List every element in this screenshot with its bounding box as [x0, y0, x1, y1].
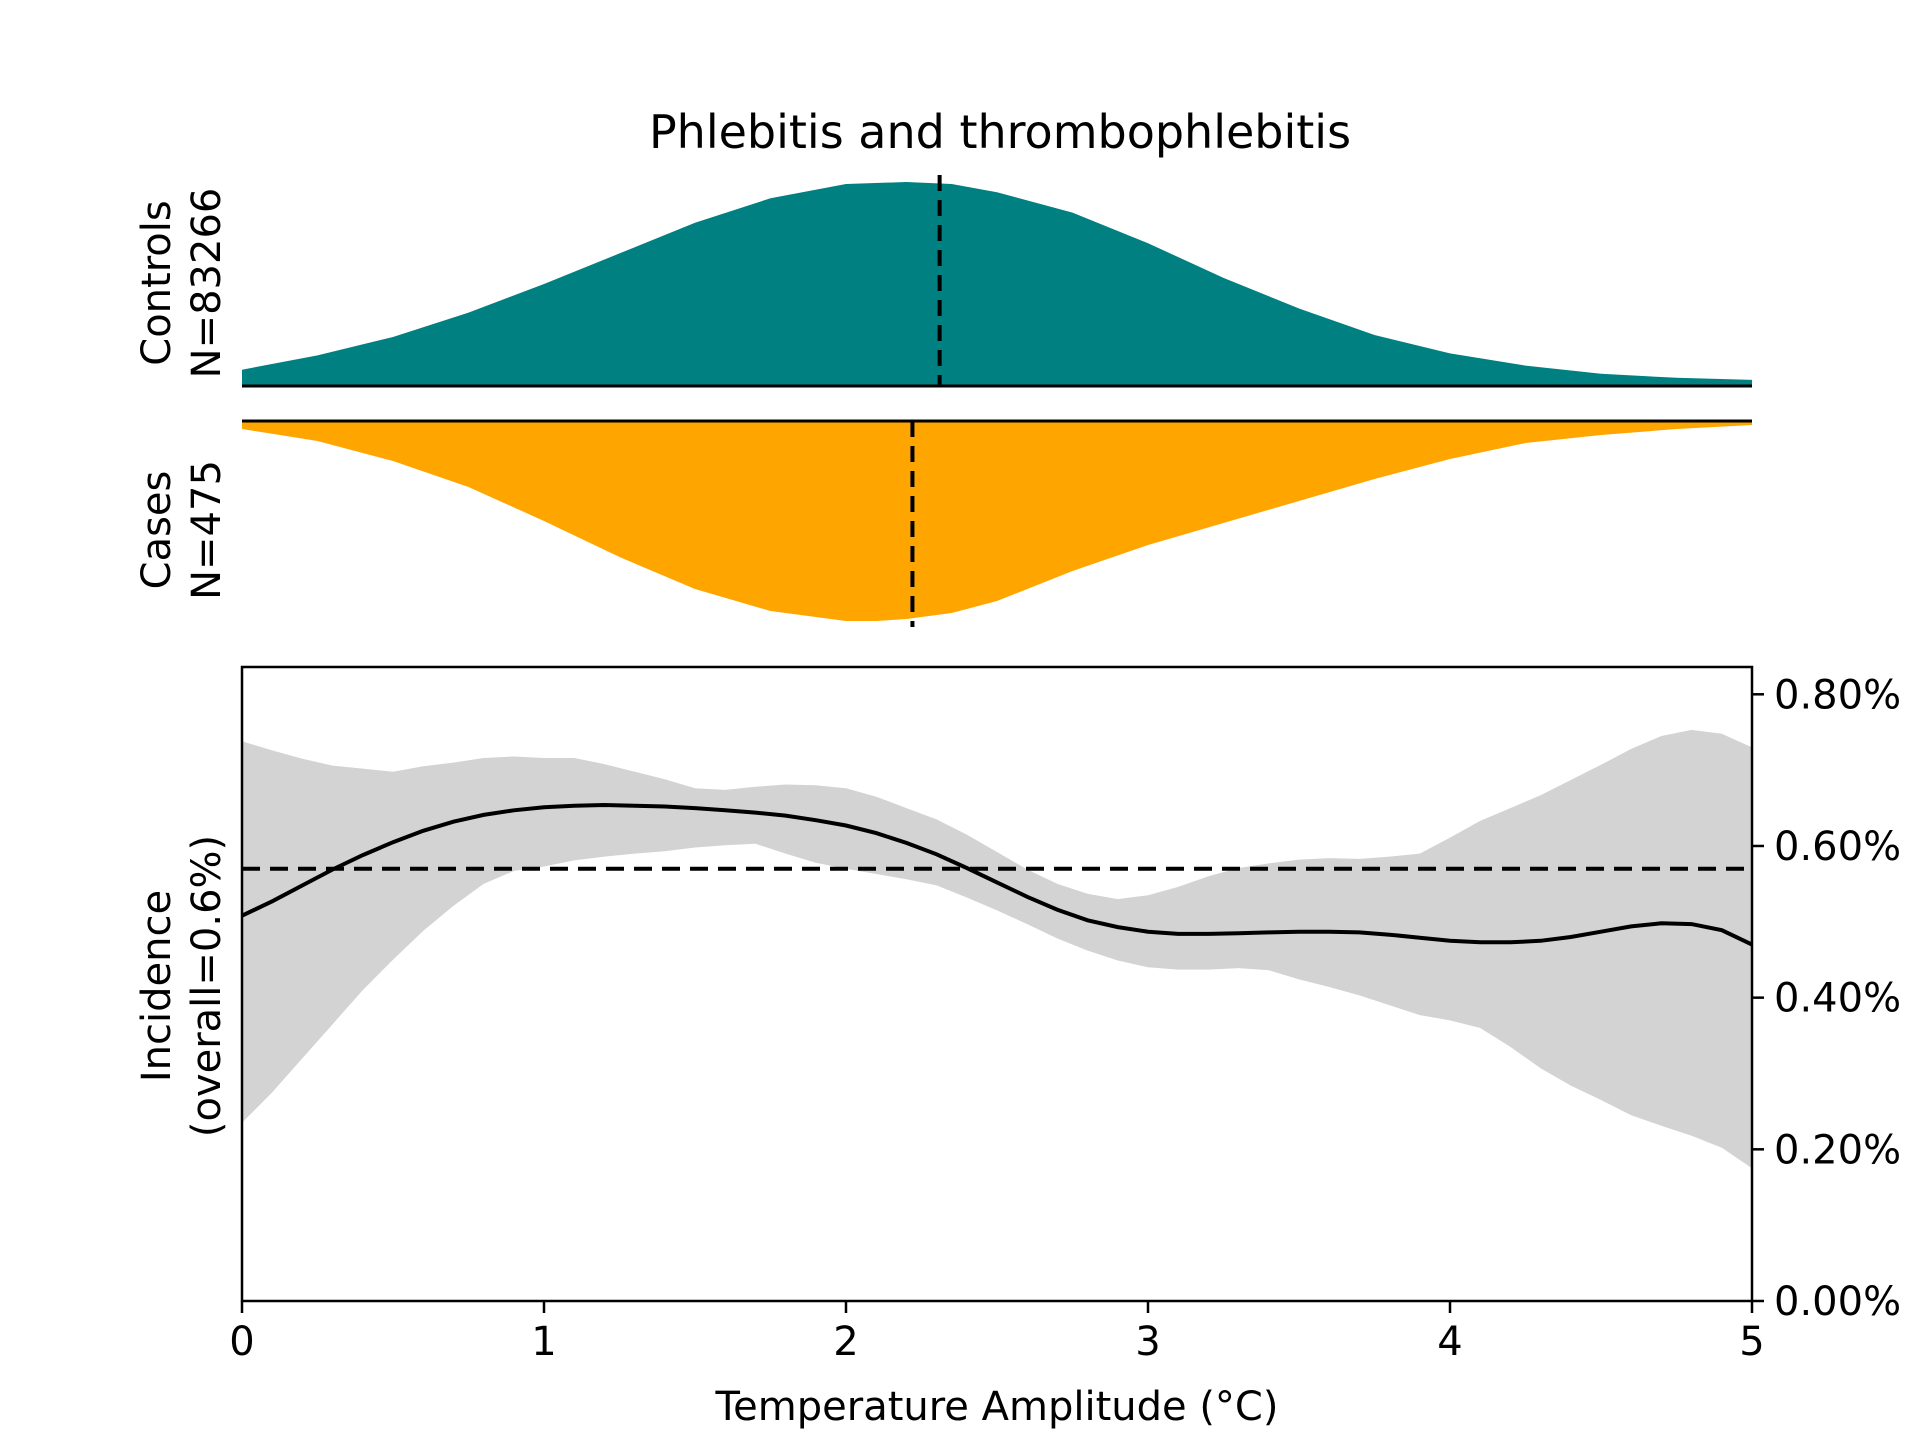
incidence-panel: 0 1 2 3 4 5 0.00% 0.20% 0.40% 0.60% 0.80% Inciden…	[134, 665, 1901, 1430]
y-tick-label: 0.80%	[1774, 672, 1901, 718]
x-tick-label: 2	[833, 1319, 858, 1365]
y-tick-label: 0.40%	[1774, 976, 1901, 1022]
y-tick-label: 0.60%	[1774, 824, 1901, 870]
x-tick-label: 5	[1739, 1319, 1764, 1365]
plot-frame	[240, 665, 1754, 1303]
cases-density-area	[242, 421, 1752, 621]
controls-panel: Controls N=83266	[134, 175, 1752, 388]
controls-density-area	[242, 182, 1752, 386]
controls-count-label: N=83266	[184, 188, 230, 379]
cases-count-label: N=475	[184, 460, 230, 600]
incidence-mean-line	[241, 802, 1753, 947]
incidence-confidence-band	[242, 729, 1752, 1169]
x-tick-label: 0	[229, 1319, 254, 1365]
x-tick-label: 3	[1135, 1319, 1160, 1365]
y-axis-right: 0.00% 0.20% 0.40% 0.60% 0.80%	[1752, 672, 1901, 1325]
cases-label: Cases	[134, 471, 180, 590]
controls-label: Controls	[134, 200, 180, 365]
x-axis-label: Temperature Amplitude (°C)	[715, 1384, 1279, 1430]
x-tick-label: 4	[1437, 1319, 1462, 1365]
x-axis: 0 1 2 3 4 5	[229, 1301, 1765, 1365]
cases-panel: Cases N=475	[134, 419, 1752, 627]
x-tick-label: 1	[531, 1319, 556, 1365]
y-tick-label: 0.00%	[1774, 1279, 1901, 1325]
y-axis-label: Incidence	[134, 890, 180, 1082]
y-tick-label: 0.20%	[1774, 1127, 1901, 1173]
chart-title: Phlebitis and thrombophlebitis	[649, 105, 1351, 159]
y-axis-label-line2: (overall=0.6%)	[184, 835, 230, 1137]
